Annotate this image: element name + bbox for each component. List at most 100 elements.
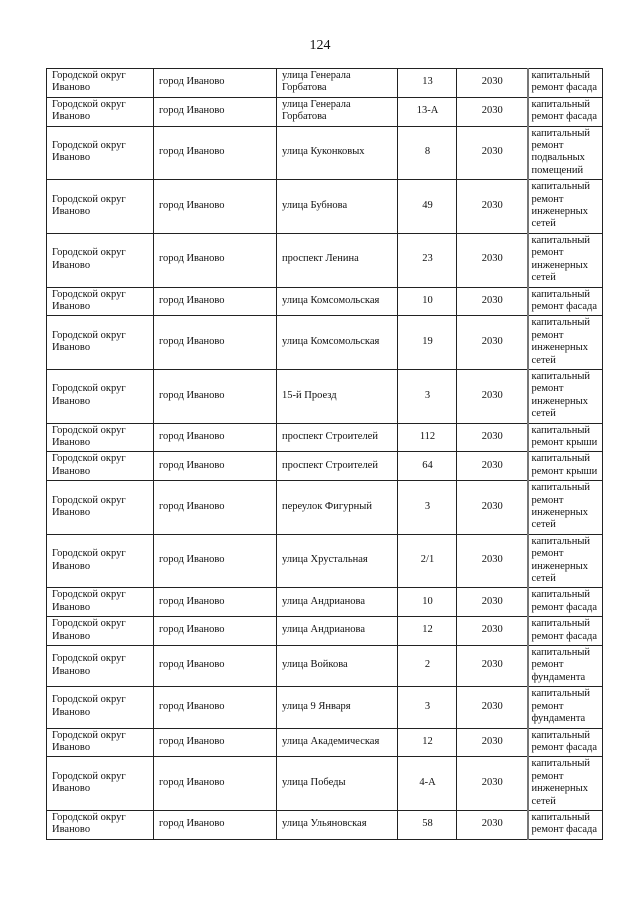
house-number-cell: 49 bbox=[397, 179, 457, 234]
table-row: Городской округ Иваново город Иваново прос… bbox=[46, 451, 603, 482]
street-cell: улица Генерала Горбатова bbox=[276, 96, 398, 127]
year-cell: 2030 bbox=[456, 480, 528, 535]
year-cell: 2030 bbox=[456, 68, 528, 98]
year-cell: 2030 bbox=[456, 451, 528, 482]
district-cell: Городской округ Иваново bbox=[46, 68, 154, 98]
house-number-cell: 23 bbox=[397, 232, 457, 288]
district-cell: Городской округ Иваново bbox=[46, 179, 154, 234]
work-type-cell: капитальный ремонт фасада bbox=[526, 286, 603, 317]
district-cell: Городской округ Иваново bbox=[46, 232, 154, 288]
house-number-cell: 13 bbox=[397, 68, 457, 98]
work-type-cell: капитальный ремонт фасада bbox=[526, 587, 603, 618]
table-row: Городской округ Иваново город Иваново улиц… bbox=[46, 533, 603, 589]
city-cell: город Иваново bbox=[153, 533, 277, 589]
year-cell: 2030 bbox=[456, 686, 528, 729]
work-type-cell: капитальный ремонт инженерных сетей bbox=[526, 368, 603, 424]
table-row: Городской округ Иваново город Иваново улиц… bbox=[46, 96, 603, 127]
year-cell: 2030 bbox=[456, 232, 528, 288]
district-cell: Городской округ Иваново bbox=[46, 533, 154, 589]
street-cell: проспект Строителей bbox=[276, 422, 398, 453]
district-cell: Городской округ Иваново bbox=[46, 756, 154, 811]
district-cell: Городской округ Иваново bbox=[46, 809, 154, 840]
house-number-cell: 2/1 bbox=[397, 533, 457, 589]
street-cell: улица Андрианова bbox=[276, 616, 398, 647]
street-cell: улица Ульяновская bbox=[276, 809, 398, 840]
table-row: Городской округ Иваново город Иваново улиц… bbox=[46, 179, 603, 234]
street-cell: улица Хрустальная bbox=[276, 533, 398, 589]
work-type-cell: капитальный ремонт инженерных сетей bbox=[526, 232, 603, 288]
city-cell: город Иваново bbox=[153, 315, 277, 370]
year-cell: 2030 bbox=[456, 422, 528, 453]
district-cell: Городской округ Иваново bbox=[46, 286, 154, 317]
house-number-cell: 58 bbox=[397, 809, 457, 840]
work-type-cell: капитальный ремонт фундамента bbox=[526, 686, 603, 729]
district-cell: Городской округ Иваново bbox=[46, 480, 154, 535]
table-row: Городской округ Иваново город Иваново улиц… bbox=[46, 286, 603, 317]
work-type-cell: капитальный ремонт инженерных сетей bbox=[526, 756, 603, 811]
street-cell: улица 9 Января bbox=[276, 686, 398, 729]
city-cell: город Иваново bbox=[153, 368, 277, 424]
house-number-cell: 12 bbox=[397, 727, 457, 758]
city-cell: город Иваново bbox=[153, 232, 277, 288]
work-type-cell: капитальный ремонт фасада bbox=[526, 616, 603, 647]
street-cell: улица Комсомольская bbox=[276, 315, 398, 370]
district-cell: Городской округ Иваново bbox=[46, 686, 154, 729]
work-type-cell: капитальный ремонт фундамента bbox=[526, 645, 603, 688]
city-cell: город Иваново bbox=[153, 587, 277, 618]
city-cell: город Иваново bbox=[153, 480, 277, 535]
street-cell: улица Комсомольская bbox=[276, 286, 398, 317]
district-cell: Городской округ Иваново bbox=[46, 315, 154, 370]
city-cell: город Иваново bbox=[153, 179, 277, 234]
year-cell: 2030 bbox=[456, 315, 528, 370]
city-cell: город Иваново bbox=[153, 756, 277, 811]
work-type-cell: капитальный ремонт фасада bbox=[526, 809, 603, 840]
city-cell: город Иваново bbox=[153, 286, 277, 317]
city-cell: город Иваново bbox=[153, 422, 277, 453]
street-cell: улица Андрианова bbox=[276, 587, 398, 618]
table-row: Городской округ Иваново город Иваново улиц… bbox=[46, 809, 603, 840]
district-cell: Городской округ Иваново bbox=[46, 96, 154, 127]
work-type-cell: капитальный ремонт инженерных сетей bbox=[526, 480, 603, 535]
work-type-cell: капитальный ремонт инженерных сетей bbox=[526, 179, 603, 234]
district-cell: Городской округ Иваново bbox=[46, 616, 154, 647]
street-cell: улица Генерала Горбатова bbox=[276, 68, 398, 98]
table-row: Городской округ Иваново город Иваново прос… bbox=[46, 232, 603, 288]
street-cell: переулок Фигурный bbox=[276, 480, 398, 535]
district-cell: Городской округ Иваново bbox=[46, 422, 154, 453]
street-cell: 15-й Проезд bbox=[276, 368, 398, 424]
house-number-cell: 112 bbox=[397, 422, 457, 453]
year-cell: 2030 bbox=[456, 286, 528, 317]
table-row: Городской округ Иваново город Иваново улиц… bbox=[46, 125, 603, 181]
table-row: Городской округ Иваново город Иваново улиц… bbox=[46, 756, 603, 811]
table-row: Городской округ Иваново город Иваново 15-й… bbox=[46, 368, 603, 424]
city-cell: город Иваново bbox=[153, 645, 277, 688]
table-row: Городской округ Иваново город Иваново пере… bbox=[46, 480, 603, 535]
street-cell: улица Академическая bbox=[276, 727, 398, 758]
house-number-cell: 64 bbox=[397, 451, 457, 482]
house-number-cell: 19 bbox=[397, 315, 457, 370]
city-cell: город Иваново bbox=[153, 96, 277, 127]
work-type-cell: капитальный ремонт инженерных сетей bbox=[526, 315, 603, 370]
year-cell: 2030 bbox=[456, 756, 528, 811]
district-cell: Городской округ Иваново bbox=[46, 451, 154, 482]
work-type-cell: капитальный ремонт фасада bbox=[526, 727, 603, 758]
house-number-cell: 4-А bbox=[397, 756, 457, 811]
table-row: Городской округ Иваново город Иваново прос… bbox=[46, 422, 603, 453]
table-row: Городской округ Иваново город Иваново улиц… bbox=[46, 686, 603, 729]
house-number-cell: 3 bbox=[397, 480, 457, 535]
table-row: Городской округ Иваново город Иваново улиц… bbox=[46, 68, 603, 98]
repair-schedule-table: Городской округ Иваново город Иваново улиц… bbox=[46, 68, 603, 840]
district-cell: Городской округ Иваново bbox=[46, 727, 154, 758]
year-cell: 2030 bbox=[456, 179, 528, 234]
district-cell: Городской округ Иваново bbox=[46, 587, 154, 618]
street-cell: проспект Строителей bbox=[276, 451, 398, 482]
house-number-cell: 13-А bbox=[397, 96, 457, 127]
work-type-cell: капитальный ремонт крыши bbox=[526, 451, 603, 482]
street-cell: улица Победы bbox=[276, 756, 398, 811]
house-number-cell: 2 bbox=[397, 645, 457, 688]
city-cell: город Иваново bbox=[153, 616, 277, 647]
city-cell: город Иваново bbox=[153, 451, 277, 482]
house-number-cell: 3 bbox=[397, 368, 457, 424]
city-cell: город Иваново bbox=[153, 809, 277, 840]
house-number-cell: 12 bbox=[397, 616, 457, 647]
